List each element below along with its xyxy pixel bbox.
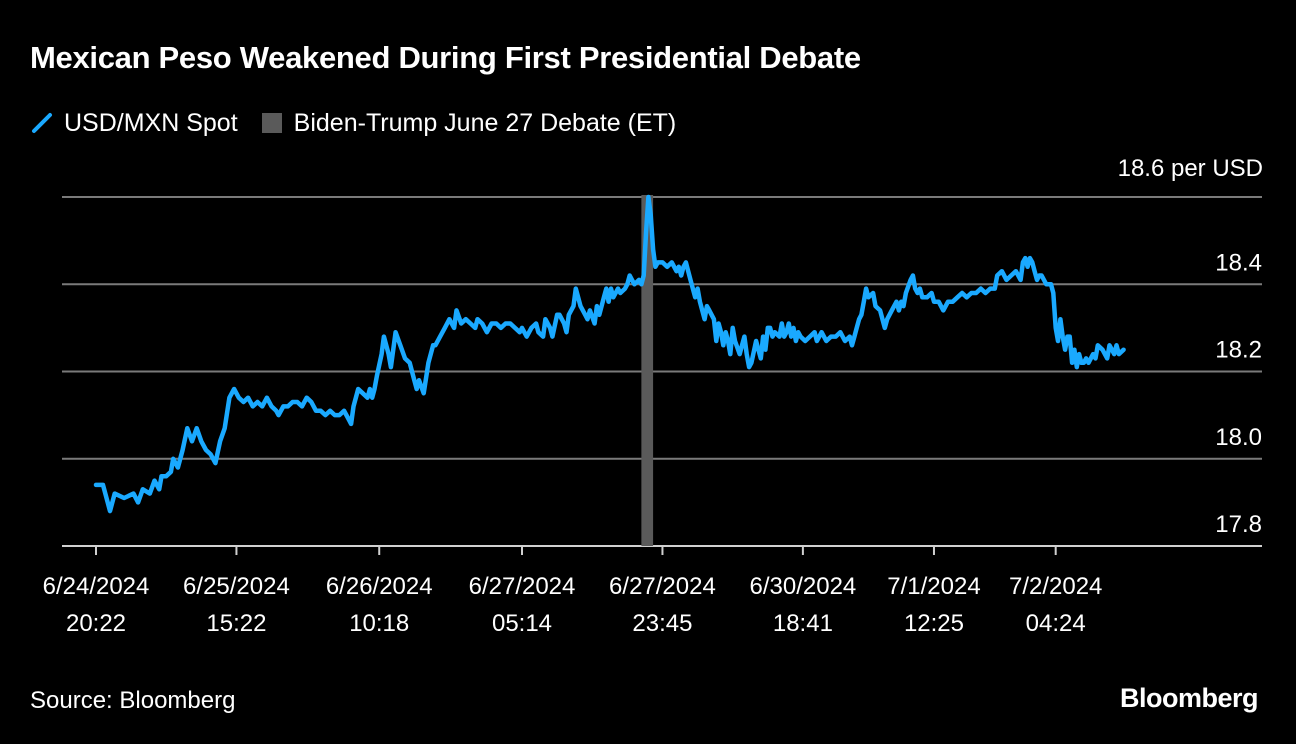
y-tick-label: 18.2 (1215, 337, 1262, 364)
x-tick-label-date: 7/1/2024 (887, 573, 980, 600)
x-tick-label-time: 23:45 (632, 610, 692, 637)
x-tick-label-time: 10:18 (349, 610, 409, 637)
x-tick-label-time: 15:22 (206, 610, 266, 637)
legend-item-series: USD/MXN Spot (30, 109, 238, 138)
x-tick-label-date: 6/25/2024 (183, 573, 290, 600)
legend-series-label: USD/MXN Spot (64, 108, 238, 137)
y-tick-label: 18.4 (1215, 249, 1262, 276)
y-tick-label: 17.8 (1215, 511, 1262, 538)
x-tick-label-time: 04:24 (1026, 610, 1086, 637)
x-tick-label-date: 7/2/2024 (1009, 573, 1102, 600)
x-tick-label-date: 6/26/2024 (326, 573, 433, 600)
legend: USD/MXN Spot Biden-Trump June 27 Debate … (30, 105, 700, 141)
line-series-icon (32, 113, 52, 133)
band-swatch-icon (261, 113, 282, 133)
y-axis-unit-label: 18.6 per USD (1117, 155, 1263, 182)
chart-title: Mexican Peso Weakened During First Presi… (30, 40, 861, 75)
x-tick-label-date: 6/30/2024 (750, 573, 857, 600)
legend-item-band: Biden-Trump June 27 Debate (ET) (261, 108, 677, 138)
debate-band (641, 195, 654, 546)
x-tick-label-time: 20:22 (66, 610, 126, 637)
x-tick-label-time: 05:14 (492, 610, 552, 637)
legend-band-label: Biden-Trump June 27 Debate (ET) (293, 108, 677, 137)
x-tick-label-date: 6/24/2024 (43, 573, 150, 600)
series-line-usd-mxn (93, 194, 1126, 514)
x-tick-label-time: 18:41 (773, 610, 833, 637)
source-note: Source: Bloomberg (30, 687, 236, 714)
x-tick-label-date: 6/27/2024 (469, 573, 576, 600)
bloomberg-logo: Bloomberg (1119, 683, 1259, 713)
x-tick-label-time: 12:25 (904, 610, 964, 637)
x-tick-label-date: 6/27/2024 (609, 573, 716, 600)
y-tick-label: 18.0 (1215, 424, 1262, 451)
